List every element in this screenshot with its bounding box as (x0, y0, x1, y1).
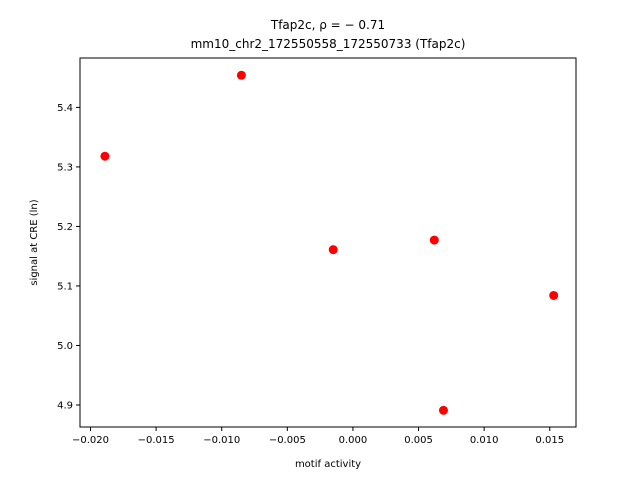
x-tick-label: 0.005 (404, 435, 433, 446)
y-tick-label: 5.3 (57, 162, 73, 173)
x-tick-label: 0.010 (470, 435, 499, 446)
data-point (236, 70, 246, 80)
y-axis-label: signal at CRE (ln) (29, 199, 40, 285)
x-tick-label: −0.005 (269, 435, 306, 446)
data-point (429, 235, 439, 245)
y-tick-label: 5.1 (57, 281, 73, 292)
y-tick-label: 5.2 (57, 222, 73, 233)
x-tick-label: −0.015 (138, 435, 175, 446)
x-tick-label: 0.000 (339, 435, 368, 446)
data-point (100, 151, 110, 161)
x-tick-label: 0.015 (535, 435, 564, 446)
plot-area-frame (79, 57, 577, 428)
x-axis-label: motif activity (295, 459, 361, 470)
x-tick-label: −0.010 (203, 435, 240, 446)
y-tick-label: 4.9 (57, 400, 73, 411)
data-point (328, 245, 338, 255)
data-points (100, 70, 559, 415)
chart-title-line-1: Tfap2c, ρ = − 0.71 (270, 18, 385, 32)
chart-title-line-2: mm10_chr2_172550558_172550733 (Tfap2c) (191, 37, 466, 51)
y-tick-label: 5.4 (57, 103, 73, 114)
data-point (438, 405, 448, 415)
data-point (549, 290, 559, 300)
y-tick-label: 5.0 (57, 341, 73, 352)
x-tick-label: −0.020 (72, 435, 109, 446)
axis-ticks: −0.020 −0.015 −0.010 −0.005 0.000 0.005 0.010 0… (57, 103, 564, 446)
